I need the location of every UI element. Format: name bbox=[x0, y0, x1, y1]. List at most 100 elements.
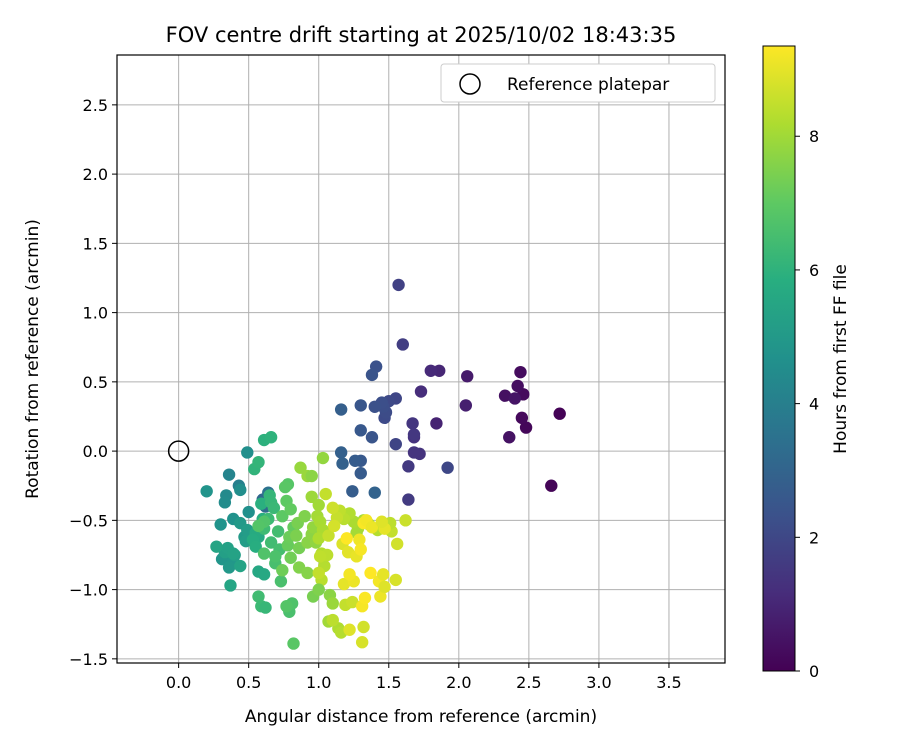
y-tick-label: 2.5 bbox=[83, 96, 108, 115]
y-tick-label: 1.5 bbox=[83, 234, 108, 253]
scatter-point bbox=[312, 498, 325, 512]
plot-area bbox=[117, 55, 725, 663]
scatter-point bbox=[515, 411, 529, 425]
colorbar-ticks: 0 2 4 6 8 bbox=[795, 127, 819, 681]
scatter-point bbox=[257, 568, 271, 581]
y-tick-label: 1.0 bbox=[83, 304, 108, 323]
scatter-point bbox=[274, 575, 288, 588]
scatter-point bbox=[340, 532, 353, 545]
scatter-point bbox=[224, 579, 237, 592]
scatter-point bbox=[334, 446, 348, 459]
y-axis-label: Rotation from reference (arcmin) bbox=[23, 219, 43, 499]
y-tick-label: −1.0 bbox=[69, 581, 108, 600]
scatter-point bbox=[326, 613, 339, 627]
legend: Reference platepar bbox=[440, 63, 716, 103]
scatter-point bbox=[511, 379, 524, 393]
scatter-point bbox=[461, 370, 474, 383]
scatter-point bbox=[365, 431, 379, 444]
scatter-point bbox=[252, 455, 265, 469]
scatter-point bbox=[508, 392, 522, 405]
scatter-point bbox=[375, 515, 388, 528]
scatter-point bbox=[294, 461, 307, 474]
scatter-point bbox=[346, 595, 359, 609]
scatter-point bbox=[312, 532, 325, 545]
scatter-point bbox=[267, 501, 281, 515]
y-tick-label: −0.5 bbox=[69, 511, 108, 530]
scatter-point bbox=[348, 454, 362, 467]
scatter-point bbox=[343, 568, 356, 581]
scatter-point bbox=[336, 457, 349, 470]
legend-box bbox=[440, 63, 716, 103]
scatter-point bbox=[319, 487, 332, 501]
scatter-point bbox=[210, 540, 223, 553]
legend-reference-marker bbox=[459, 73, 481, 95]
x-tick-label: 0.0 bbox=[166, 673, 191, 692]
scatter-point bbox=[364, 566, 377, 580]
scatter-point bbox=[389, 437, 402, 451]
scatter-point bbox=[354, 424, 367, 437]
scatter-point bbox=[368, 486, 381, 499]
scatter-point bbox=[278, 480, 292, 494]
scatter-point bbox=[396, 338, 409, 351]
y-tick-label: −1.5 bbox=[69, 650, 108, 669]
scatter-point bbox=[376, 568, 390, 581]
scatter-point bbox=[354, 543, 367, 556]
x-axis-ticks: 0.0 0.5 1.0 1.5 2.0 2.5 3.0 3.5 bbox=[166, 663, 682, 692]
scatter-point bbox=[301, 566, 314, 580]
scatter-point bbox=[312, 583, 325, 596]
scatter-point bbox=[337, 577, 351, 591]
scatter-point bbox=[399, 514, 412, 527]
scatter-point bbox=[392, 278, 405, 292]
scatter-point bbox=[514, 365, 527, 379]
scatter-point bbox=[287, 637, 300, 650]
scatter-point bbox=[269, 550, 282, 563]
scatter-point bbox=[545, 479, 558, 492]
colorbar-tick-label: 8 bbox=[809, 127, 819, 146]
colorbar bbox=[762, 45, 796, 672]
scatter-point bbox=[264, 536, 278, 549]
scatter-point bbox=[498, 389, 512, 402]
scatter-point bbox=[242, 505, 255, 519]
y-tick-label: 2.0 bbox=[83, 165, 108, 184]
scatter-point bbox=[241, 446, 254, 459]
scatter-point bbox=[218, 496, 232, 509]
scatter-point bbox=[234, 483, 247, 497]
y-axis-ticks: −1.5 −1.0 −0.5 0.0 0.5 1.0 1.5 2.0 2.5 bbox=[69, 96, 117, 669]
colorbar-tick-label: 4 bbox=[809, 395, 819, 414]
scatter-point bbox=[353, 533, 366, 546]
scatter-point bbox=[298, 509, 311, 523]
scatter-point bbox=[255, 497, 268, 510]
colorbar-tick-label: 0 bbox=[809, 662, 819, 681]
scatter-point bbox=[402, 460, 415, 473]
x-tick-label: 2.0 bbox=[446, 673, 471, 692]
reference-point-marker bbox=[167, 440, 190, 462]
colorbar-label: Hours from first FF file bbox=[831, 264, 851, 454]
scatter-point bbox=[407, 428, 421, 441]
scatter-point bbox=[234, 559, 247, 573]
scatter-point bbox=[357, 620, 370, 634]
scatter-point bbox=[222, 468, 236, 481]
scatter-point bbox=[284, 503, 297, 516]
scatter-points bbox=[200, 278, 566, 650]
scatter-point bbox=[346, 485, 359, 498]
scatter-point bbox=[402, 493, 415, 506]
scatter-point bbox=[252, 519, 265, 533]
scatter-point bbox=[305, 469, 318, 483]
scatter-point bbox=[424, 364, 438, 377]
scatter-point bbox=[407, 446, 421, 459]
scatter-point bbox=[249, 540, 262, 553]
scatter-point bbox=[441, 461, 454, 474]
scatter-point bbox=[276, 564, 289, 577]
x-tick-label: 1.0 bbox=[306, 673, 331, 692]
colorbar-tick-label: 6 bbox=[809, 261, 819, 280]
x-tick-label: 2.5 bbox=[516, 673, 541, 692]
y-tick-label: 0.0 bbox=[83, 442, 108, 461]
x-axis-label: Angular distance from reference (arcmin) bbox=[245, 707, 597, 727]
legend-label-reference: Reference platepar bbox=[507, 75, 669, 95]
scatter-point bbox=[313, 550, 327, 563]
scatter-point bbox=[326, 501, 339, 515]
colorbar-tick-label: 2 bbox=[809, 528, 819, 547]
scatter-point bbox=[553, 407, 566, 420]
scatter-point bbox=[214, 518, 227, 531]
